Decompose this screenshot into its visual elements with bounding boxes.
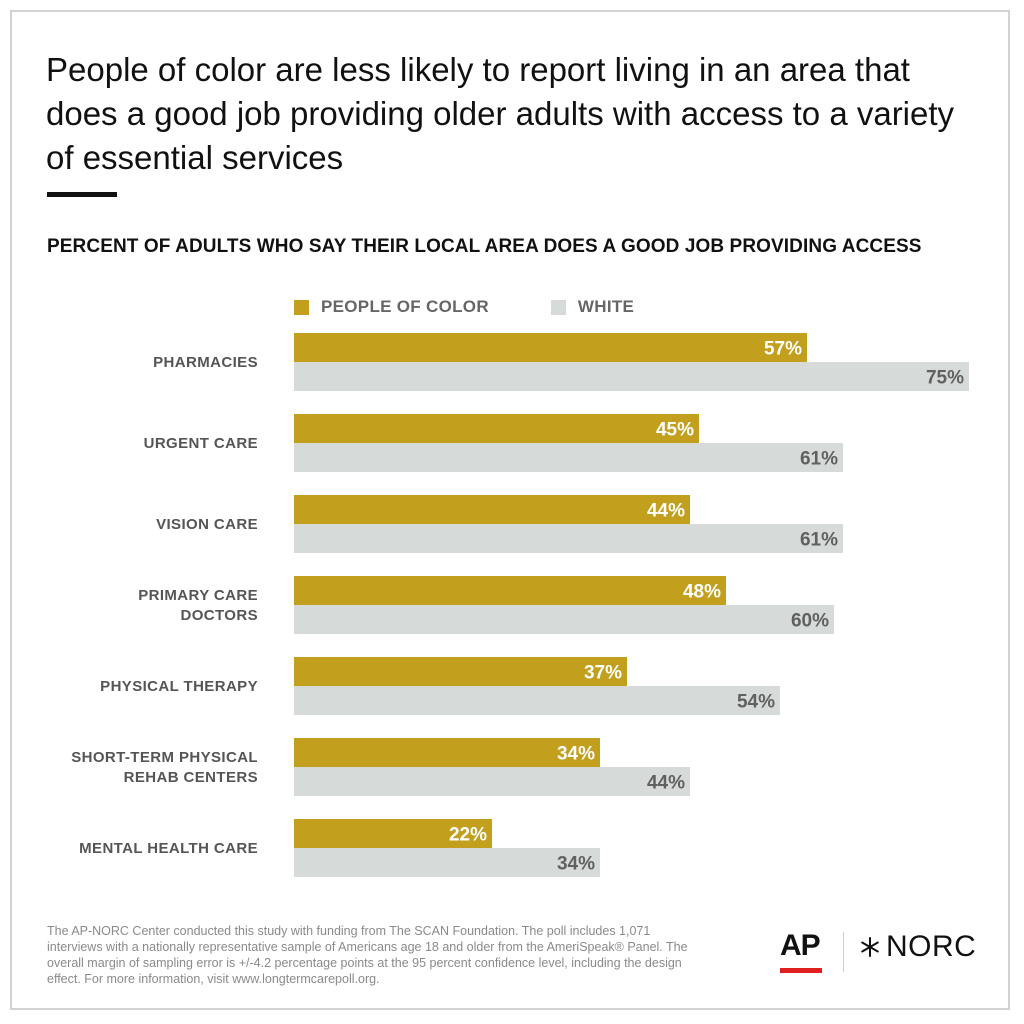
data-label-people-of-color-primary-care-doctors: 48% [683, 582, 721, 603]
norc-logo: NORC [858, 930, 976, 964]
legend-item-people-of-color: PEOPLE OF COLOR [294, 297, 489, 317]
data-label-white-mental-health-care: 34% [557, 854, 595, 875]
category-label: PHYSICAL THERAPY [100, 678, 258, 695]
category-label: URGENT CARE [144, 435, 258, 452]
data-label-people-of-color-vision-care: 44% [647, 501, 685, 522]
ap-logo-text: AP [780, 929, 821, 962]
data-label-people-of-color-mental-health-care: 22% [449, 825, 487, 846]
bar-group-physical-therapy: PHYSICAL THERAPY 37% 54% [100, 657, 780, 715]
data-label-people-of-color-urgent-care: 45% [656, 420, 694, 441]
bar-group-vision-care: VISION CARE 44% 61% [156, 495, 843, 553]
data-label-white-urgent-care: 61% [800, 449, 838, 470]
bar-people-of-color-urgent-care [294, 414, 699, 443]
ap-logo: AP [780, 930, 824, 976]
bar-white-short-term-physical-rehab-centers [294, 767, 690, 796]
bar-white-primary-care-doctors [294, 605, 834, 634]
chart-frame [10, 10, 1010, 1010]
bar-people-of-color-vision-care [294, 495, 690, 524]
bar-white-urgent-care [294, 443, 843, 472]
legend-swatch-white [550, 299, 566, 315]
bar-people-of-color-pharmacies [294, 333, 807, 362]
bar-white-pharmacies [294, 362, 969, 391]
bar-white-mental-health-care [294, 848, 600, 877]
data-label-people-of-color-physical-therapy: 37% [584, 663, 622, 684]
chart-subtitle: PERCENT OF ADULTS WHO SAY THEIR LOCAL AR… [47, 236, 922, 257]
ap-logo-underline [780, 968, 822, 973]
bar-people-of-color-mental-health-care [294, 819, 492, 848]
bar-white-vision-care [294, 524, 843, 553]
legend-label-people-of-color: PEOPLE OF COLOR [321, 297, 489, 316]
bar-group-pharmacies: PHARMACIES 57% 75% [153, 333, 969, 391]
logo-divider [843, 932, 844, 972]
norc-star-icon [861, 937, 879, 957]
category-label: VISION CARE [156, 516, 258, 533]
footnote: The AP-NORC Center conducted this study … [47, 924, 688, 986]
legend-label-white: WHITE [577, 297, 635, 316]
chart-title: People of color are less likely to repor… [46, 51, 955, 176]
bar-white-physical-therapy [294, 686, 780, 715]
legend: PEOPLE OF COLOR WHITE [294, 296, 696, 318]
data-label-people-of-color-short-term-physical-rehab-centers: 34% [557, 744, 595, 765]
bar-people-of-color-primary-care-doctors [294, 576, 726, 605]
data-label-white-pharmacies: 75% [926, 368, 964, 389]
data-label-white-vision-care: 61% [800, 530, 838, 551]
category-label: SHORT-TERM PHYSICAL REHAB CENTERS [71, 749, 258, 786]
bar-people-of-color-physical-therapy [294, 657, 627, 686]
category-label: PHARMACIES [153, 354, 258, 371]
data-label-white-short-term-physical-rehab-centers: 44% [647, 773, 685, 794]
bar-group-primary-care-doctors: PRIMARY CARE DOCTORS 48% 60% [138, 576, 834, 634]
norc-logo-text: NORC [886, 930, 977, 963]
data-label-white-primary-care-doctors: 60% [791, 611, 829, 632]
bar-people-of-color-short-term-physical-rehab-centers [294, 738, 600, 767]
bar-group-short-term-physical-rehab-centers: SHORT-TERM PHYSICAL REHAB CENTERS 34% 44% [71, 738, 690, 796]
data-label-people-of-color-pharmacies: 57% [764, 339, 802, 360]
category-label: MENTAL HEALTH CARE [79, 840, 258, 857]
data-label-white-physical-therapy: 54% [737, 692, 775, 713]
legend-swatch-people-of-color [294, 299, 309, 315]
bar-group-urgent-care: URGENT CARE 45% 61% [144, 414, 843, 472]
category-label: PRIMARY CARE DOCTORS [138, 587, 258, 624]
title-rule [47, 192, 117, 197]
legend-item-white: WHITE [550, 297, 635, 317]
bar-group-mental-health-care: MENTAL HEALTH CARE 22% 34% [79, 819, 600, 877]
